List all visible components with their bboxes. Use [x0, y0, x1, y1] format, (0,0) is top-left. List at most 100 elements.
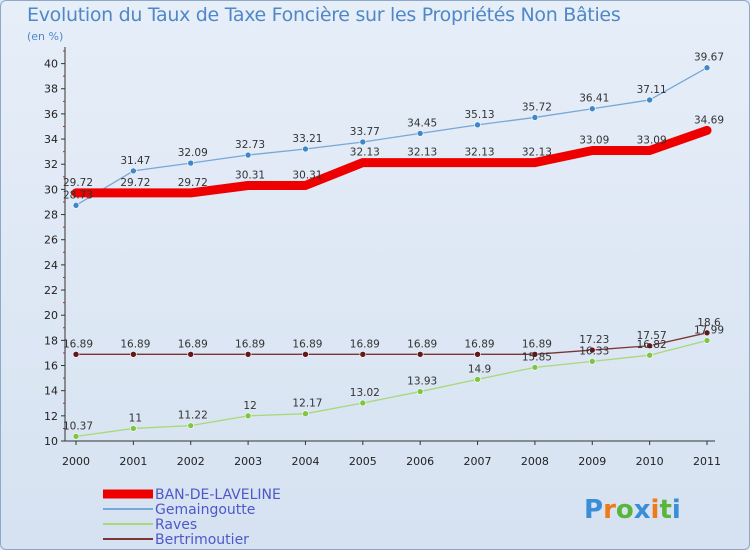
data-label: 32.09 [178, 147, 208, 159]
data-label: 12.17 [292, 398, 322, 410]
data-point [359, 399, 367, 407]
x-tick-label: 2006 [406, 455, 434, 468]
legend-label: Raves [155, 517, 197, 533]
x-tick-label: 2010 [636, 455, 664, 468]
data-label: 39.67 [694, 52, 724, 64]
data-label: 17.99 [694, 324, 724, 336]
x-tick-label: 2005 [349, 455, 377, 468]
data-point [416, 388, 424, 395]
data-label: 29.72 [120, 177, 150, 189]
y-tick-label: 20 [44, 309, 58, 322]
data-label: 32.13 [465, 147, 495, 159]
data-point [588, 105, 596, 113]
x-tick-label: 2001 [119, 455, 147, 468]
data-label: 16.89 [120, 338, 150, 350]
data-label: 34.45 [407, 117, 437, 129]
y-tick-label: 14 [44, 385, 58, 398]
series-line [75, 67, 708, 207]
data-point [703, 329, 711, 337]
data-label: 33.77 [350, 126, 380, 138]
data-point [703, 337, 711, 344]
y-tick-label: 40 [44, 58, 58, 71]
data-point [187, 351, 195, 358]
logo-letter: P [584, 495, 603, 525]
data-label: 37.11 [637, 84, 667, 96]
data-point [244, 151, 252, 159]
data-label: 16.82 [637, 339, 667, 351]
data-label: 34.69 [694, 114, 724, 126]
data-label: 13.02 [350, 387, 380, 399]
x-tick-label: 2009 [578, 455, 606, 468]
data-label: 15.85 [522, 351, 552, 363]
y-tick-label: 12 [44, 410, 58, 423]
data-point [646, 342, 653, 350]
data-label: 17.23 [579, 334, 609, 346]
y-tick-label: 36 [44, 108, 58, 121]
data-label: 36.41 [579, 93, 609, 105]
data-label: 33.21 [292, 133, 322, 145]
legend-label: Bertrimoutier [155, 532, 249, 548]
data-label: 14.9 [468, 363, 491, 375]
logo-letter: t [659, 495, 671, 525]
x-tick-label: 2000 [62, 455, 90, 468]
x-tick-label: 2003 [234, 455, 262, 468]
y-tick-label: 32 [44, 158, 58, 171]
data-label: 10.37 [63, 420, 93, 432]
data-label: 33.09 [637, 135, 667, 147]
y-axis-unit: (en %) [27, 30, 64, 43]
y-tick-label: 22 [44, 284, 58, 297]
data-label: 16.89 [235, 338, 265, 350]
data-label: 11 [129, 412, 142, 424]
data-point [588, 358, 596, 365]
data-point [302, 351, 309, 358]
y-tick-label: 10 [44, 435, 58, 448]
y-tick-label: 38 [44, 83, 58, 96]
data-label: 29.72 [178, 177, 208, 189]
logo-letter: x [634, 495, 651, 525]
y-tick-label: 30 [44, 183, 58, 196]
y-tick-label: 28 [44, 209, 58, 222]
data-label: 16.89 [63, 338, 93, 350]
data-label: 32.73 [235, 139, 265, 151]
series-line [75, 339, 708, 437]
data-point [531, 364, 539, 371]
data-label: 12 [243, 400, 256, 412]
data-point [187, 422, 195, 429]
data-point [130, 351, 137, 358]
data-label: 30.31 [235, 169, 265, 181]
data-label: 35.72 [522, 101, 552, 113]
data-label: 32.13 [350, 147, 380, 159]
y-tick-label: 24 [44, 259, 58, 272]
data-label: 30.31 [292, 169, 322, 181]
y-tick-label: 26 [44, 234, 58, 247]
data-point [302, 145, 309, 153]
series-line [75, 332, 708, 355]
data-point [244, 412, 252, 420]
chart-title: Evolution du Taux de Taxe Foncière sur l… [27, 4, 621, 26]
x-tick-label: 2004 [291, 455, 319, 468]
data-point [130, 167, 137, 175]
data-label: 11.22 [178, 410, 208, 422]
data-label: 16.89 [178, 338, 208, 350]
data-label: 28.73 [63, 189, 93, 201]
data-label: 31.47 [120, 155, 150, 167]
data-point [416, 130, 424, 137]
data-point [588, 346, 596, 354]
data-point [474, 351, 481, 358]
data-point [359, 138, 367, 146]
x-tick-label: 2007 [464, 455, 492, 468]
legend-label: Gemaingoutte [155, 502, 255, 518]
data-point [703, 64, 711, 72]
data-point [531, 114, 539, 121]
data-label: 17.57 [637, 330, 667, 342]
data-point [72, 351, 80, 358]
data-point [302, 410, 309, 418]
y-tick-label: 16 [44, 360, 58, 373]
x-tick-label: 2011 [693, 455, 721, 468]
data-label: 32.13 [407, 147, 437, 159]
data-point [416, 351, 424, 358]
data-label: 16.89 [350, 338, 380, 350]
data-label: 16.89 [465, 338, 495, 350]
proxiti-logo: Proxiti [584, 495, 681, 525]
